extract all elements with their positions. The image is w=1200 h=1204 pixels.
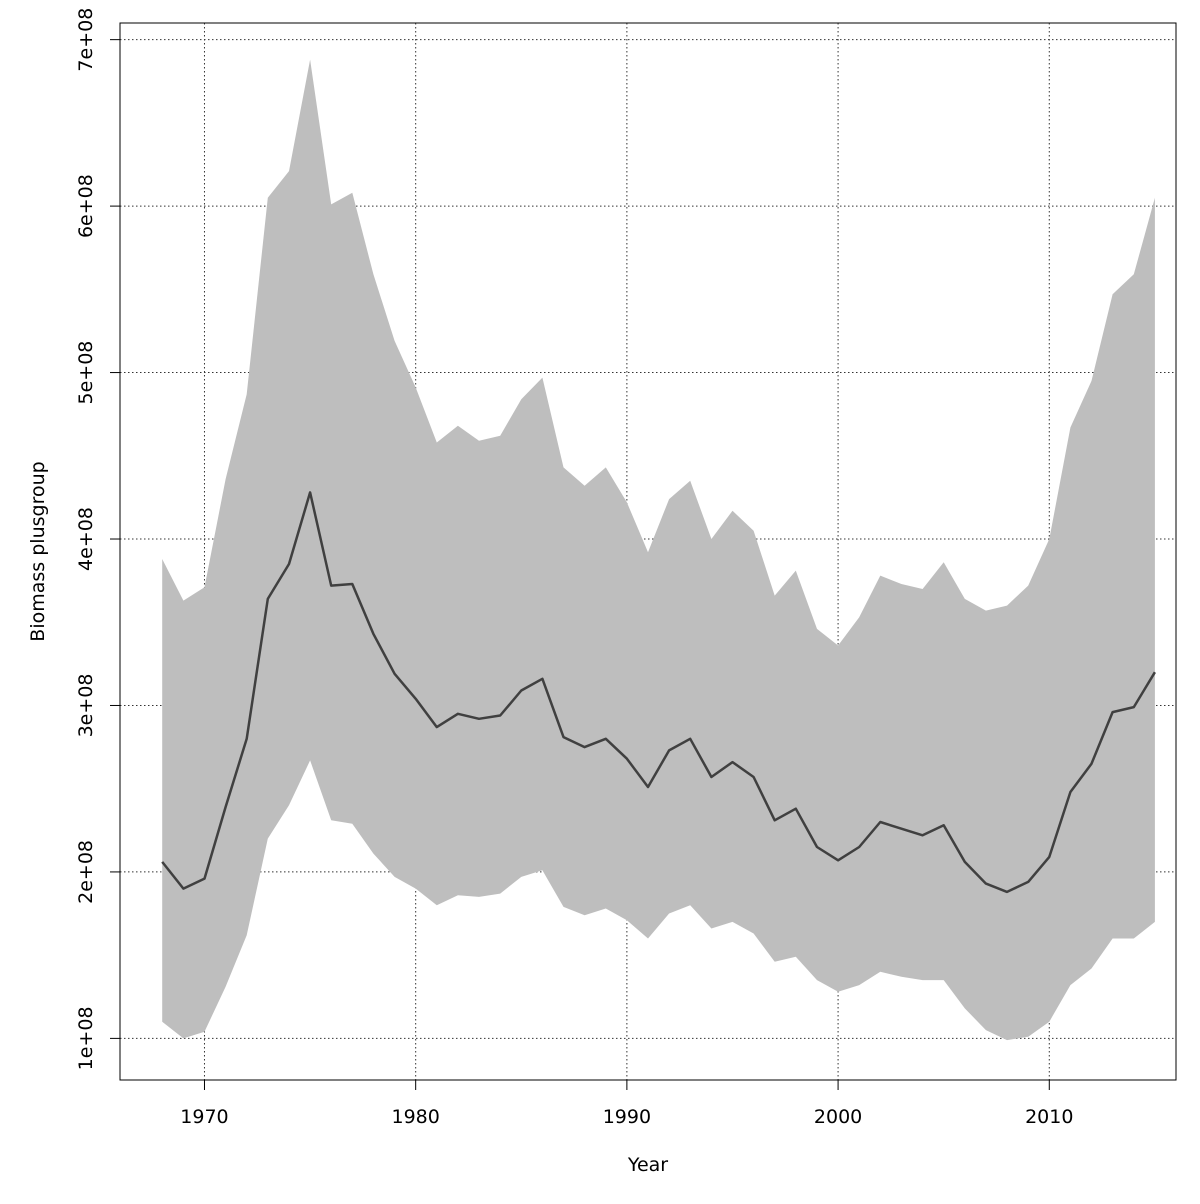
y-axis-label: Biomass plusgroup [27,461,49,641]
plot-frame [119,22,1177,1081]
y-tick-label: 7e+08 [75,8,97,72]
y-tick-label: 1e+08 [75,1006,97,1070]
x-tick-label: 1970 [180,1106,228,1128]
y-tick-label: 5e+08 [75,341,97,405]
y-tick-label: 2e+08 [75,840,97,904]
x-tick-label: 1990 [603,1106,651,1128]
y-tick-label: 3e+08 [75,674,97,738]
y-tick-label: 4e+08 [75,507,97,571]
confidence-band [162,59,1155,1041]
x-tick-label: 2010 [1025,1106,1073,1128]
median-line [161,491,1156,894]
y-tick-label: 6e+08 [75,174,97,238]
x-axis-label: Year [627,1154,668,1176]
axes: 1970 1980 1990 2000 2010 1e+08 2e+08 3e+08 4e+08… [75,8,1073,1128]
x-tick-label: 2000 [814,1106,862,1128]
x-tick-label: 1980 [392,1106,440,1128]
